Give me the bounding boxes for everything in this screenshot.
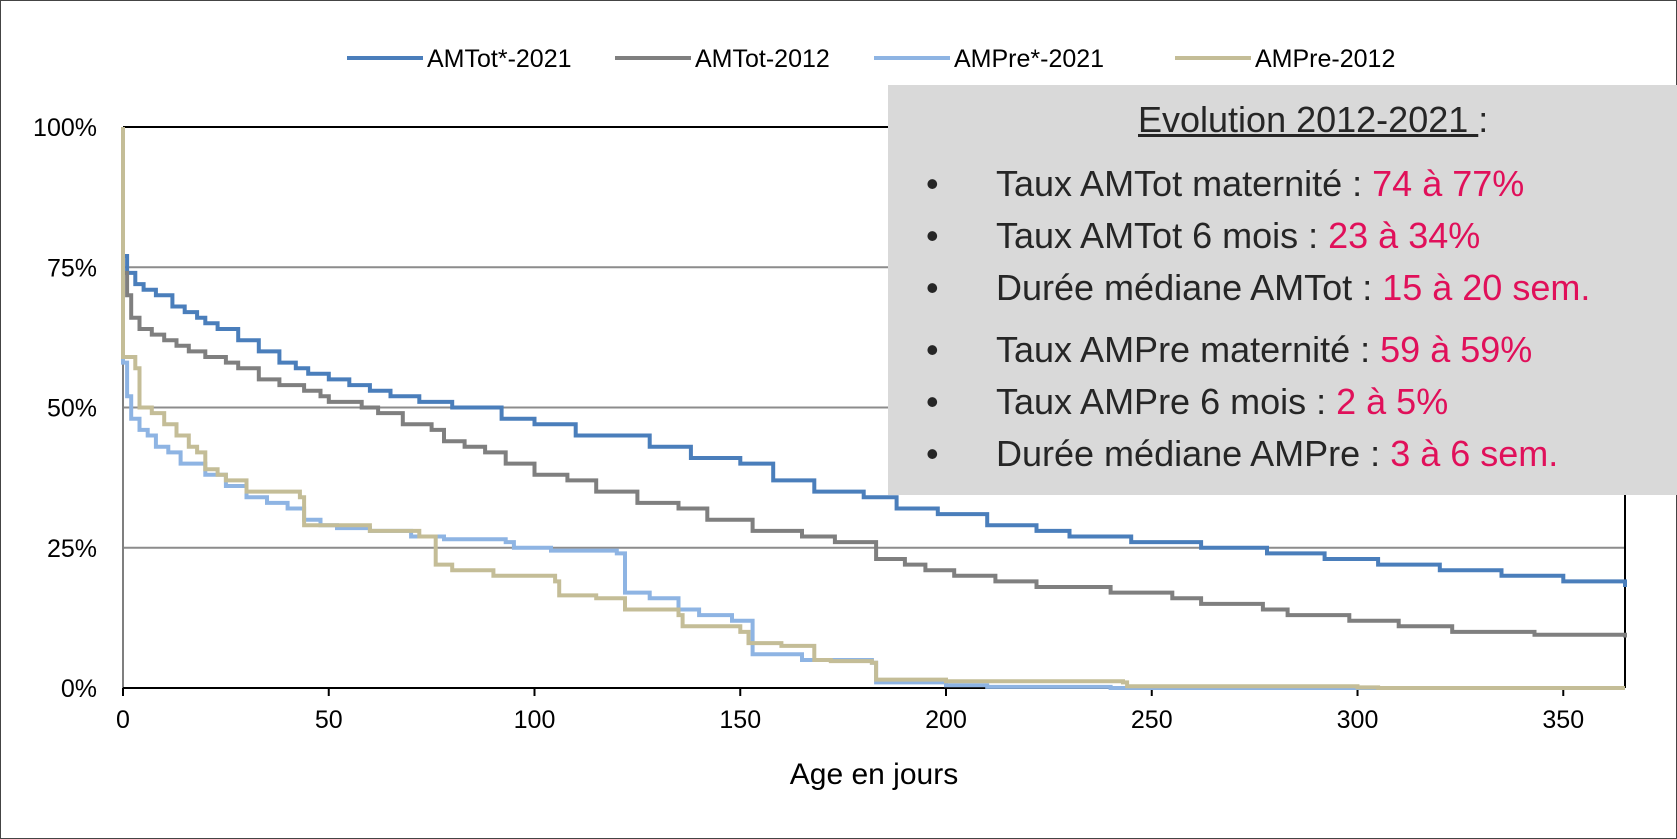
- infobox-title-colon: :: [1478, 99, 1489, 140]
- x-axis-title: Age en jours: [790, 758, 958, 791]
- y-tick-label: 50%: [47, 395, 97, 423]
- infobox-item-label: Taux AMPre 6 mois :: [996, 381, 1337, 422]
- infobox-item-label: Taux AMPre maternité :: [996, 329, 1381, 370]
- infobox-item: • Taux AMPre maternité : 59 à 59%: [926, 329, 1532, 371]
- series-line: [121, 127, 1627, 587]
- series-line: [121, 127, 1625, 690]
- infobox-item-value: 15 à 20 sem.: [1382, 267, 1591, 308]
- bullet-icon: •: [926, 433, 939, 474]
- bullet-icon: •: [926, 267, 939, 308]
- series-line: [121, 127, 1627, 638]
- x-tick-label: 0: [116, 706, 130, 734]
- infobox-title: Evolution 2012-2021 :: [1138, 99, 1488, 141]
- infobox-item-value: 59 à 59%: [1380, 329, 1533, 370]
- x-tick-label: 200: [925, 706, 967, 734]
- x-tick-label: 50: [315, 706, 343, 734]
- bullet-icon: •: [926, 215, 939, 256]
- x-tick-label: 150: [719, 706, 761, 734]
- infobox-item-value: 2 à 5%: [1336, 381, 1449, 422]
- evolution-infobox: Evolution 2012-2021 : • Taux AMTot matern…: [888, 85, 1677, 495]
- y-tick-label: 75%: [47, 254, 97, 282]
- series-lines: [121, 127, 1627, 690]
- infobox-title-text: Evolution 2012-2021: [1138, 99, 1479, 140]
- x-tick-label: 100: [514, 706, 556, 734]
- infobox-item: • Taux AMPre 6 mois : 2 à 5%: [926, 381, 1448, 423]
- bullet-icon: •: [926, 163, 939, 204]
- infobox-item: • Durée médiane AMPre : 3 à 6 sem.: [926, 433, 1558, 475]
- infobox-item: • Taux AMTot 6 mois : 23 à 34%: [926, 215, 1480, 257]
- infobox-item: • Durée médiane AMTot : 15 à 20 sem.: [926, 267, 1590, 309]
- y-tick-label: 0%: [61, 675, 97, 703]
- bullet-icon: •: [926, 329, 939, 370]
- legend-label: AMTot-2012: [695, 45, 830, 73]
- x-tick-label: 250: [1131, 706, 1173, 734]
- infobox-item-label: Taux AMTot maternité :: [996, 163, 1373, 204]
- legend: AMTot*-2021 AMTot-2012 AMPre*-2021 AMPre-20…: [347, 45, 1395, 73]
- x-tick-label: 350: [1542, 706, 1584, 734]
- infobox-item-value: 23 à 34%: [1328, 215, 1481, 256]
- infobox-item-label: Durée médiane AMPre :: [996, 433, 1391, 474]
- legend-label: AMTot*-2021: [427, 45, 572, 73]
- infobox-item: • Taux AMTot maternité : 74 à 77%: [926, 163, 1524, 205]
- y-tick-label: 25%: [47, 535, 97, 563]
- bullet-icon: •: [926, 381, 939, 422]
- y-tick-label: 100%: [33, 114, 97, 142]
- infobox-item-label: Durée médiane AMTot :: [996, 267, 1383, 308]
- infobox-item-value: 3 à 6 sem.: [1390, 433, 1559, 474]
- series-line: [121, 127, 1625, 690]
- legend-label: AMPre*-2021: [954, 45, 1104, 73]
- x-tick-label: 300: [1337, 706, 1379, 734]
- infobox-item-label: Taux AMTot 6 mois :: [996, 215, 1329, 256]
- infobox-item-value: 74 à 77%: [1372, 163, 1525, 204]
- legend-label: AMPre-2012: [1255, 45, 1395, 73]
